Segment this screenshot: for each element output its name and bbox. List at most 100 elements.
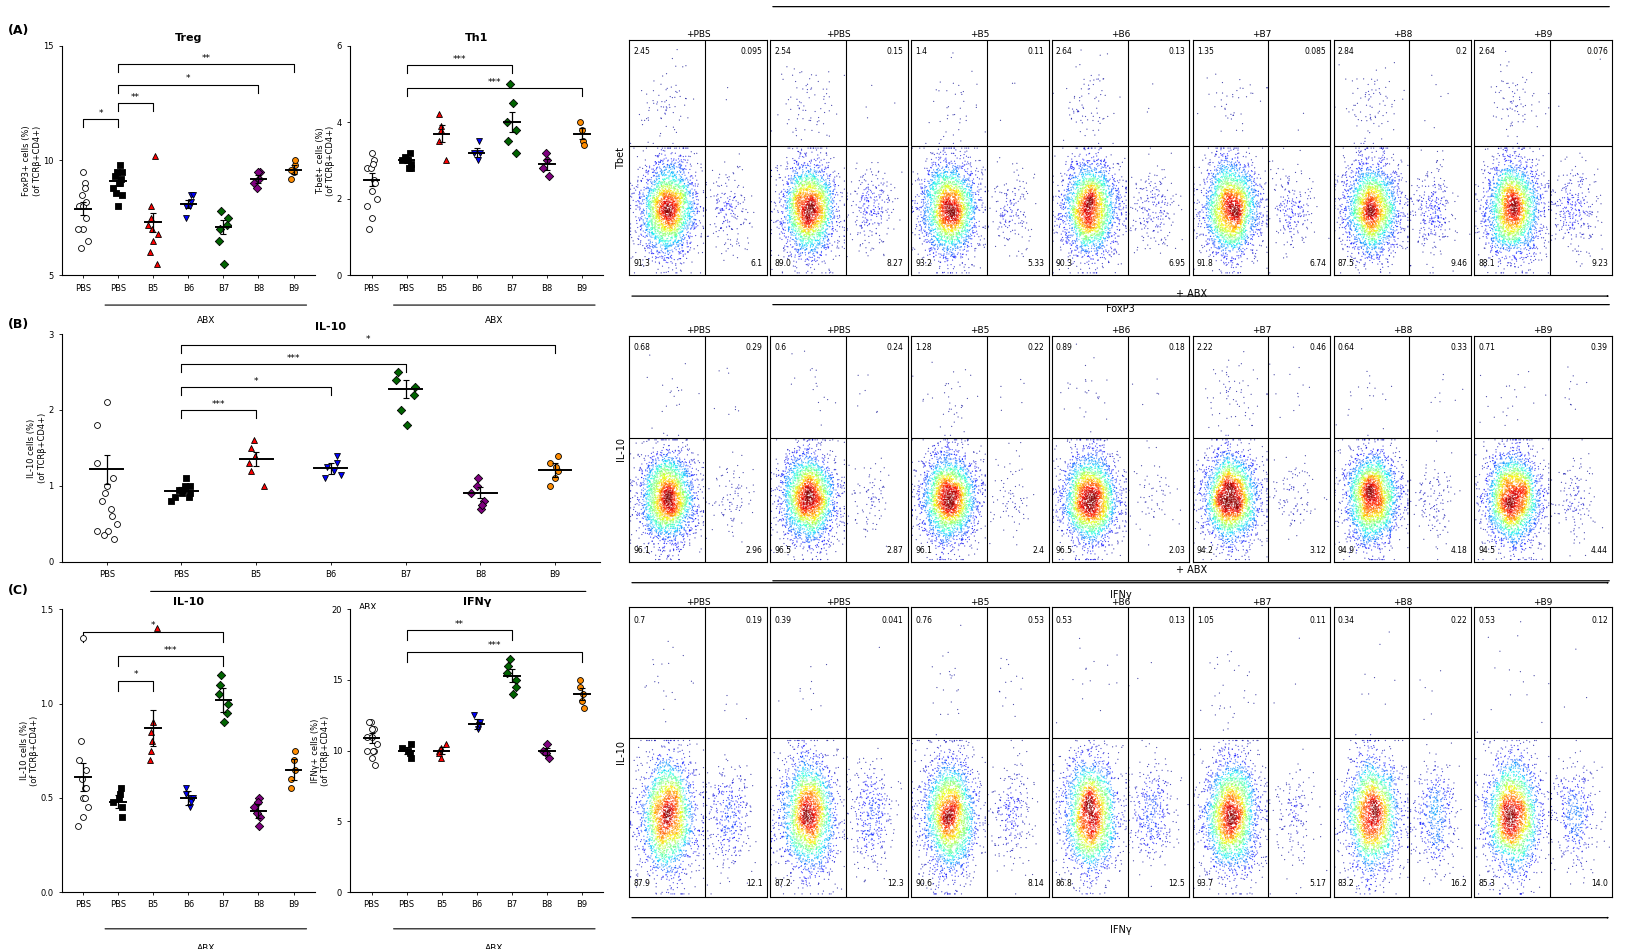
Point <box>887 213 913 228</box>
Point <box>1094 828 1120 843</box>
Point <box>931 487 957 502</box>
Point <box>1055 193 1081 208</box>
Point <box>789 446 815 461</box>
Point <box>794 809 820 825</box>
Point <box>704 195 730 210</box>
Point <box>1470 461 1496 476</box>
Point <box>676 478 703 493</box>
Point <box>1371 503 1397 518</box>
Point <box>642 810 668 826</box>
Point <box>1007 372 1033 387</box>
Point <box>1359 232 1385 247</box>
Point <box>1213 821 1239 836</box>
Point <box>1193 498 1219 513</box>
Point <box>1227 805 1253 820</box>
Point <box>1368 245 1394 260</box>
Point <box>971 483 998 498</box>
Point <box>1483 198 1509 214</box>
Point <box>968 193 994 208</box>
Point <box>1358 787 1384 802</box>
Point <box>1522 182 1548 197</box>
Point <box>1485 779 1511 794</box>
Point <box>944 488 970 503</box>
Point <box>637 523 663 538</box>
Point <box>680 493 706 509</box>
Point <box>1482 200 1508 215</box>
Point <box>1363 466 1389 481</box>
Point <box>1364 813 1390 828</box>
Point <box>1234 228 1260 243</box>
Point <box>1055 860 1081 875</box>
Point <box>781 487 807 502</box>
Point <box>942 214 968 230</box>
Point <box>1196 833 1222 848</box>
Point <box>1480 828 1506 844</box>
Point <box>1214 494 1240 510</box>
Point <box>1483 788 1509 803</box>
Point <box>1086 484 1112 499</box>
Point <box>1084 176 1110 191</box>
Point <box>1239 204 1265 219</box>
Point <box>941 481 967 496</box>
Point <box>927 532 954 548</box>
Point <box>1563 244 1589 259</box>
Point <box>738 219 764 234</box>
Point <box>797 518 823 533</box>
Point <box>1221 163 1247 178</box>
Point <box>1503 168 1529 183</box>
Point <box>1089 229 1115 244</box>
Point <box>1071 199 1097 214</box>
Point <box>789 790 815 805</box>
Point <box>1366 485 1392 500</box>
Point <box>657 859 683 874</box>
Point <box>1348 809 1374 824</box>
Point <box>647 213 673 228</box>
Point <box>1222 472 1249 487</box>
Point <box>1379 854 1405 869</box>
Point <box>1076 815 1102 830</box>
Point <box>1524 784 1550 799</box>
Point <box>1368 637 1394 652</box>
Point <box>668 776 694 791</box>
Point <box>1516 485 1542 500</box>
Point <box>794 783 820 798</box>
Point <box>1211 485 1237 500</box>
Point <box>1226 820 1252 835</box>
Point <box>654 498 680 513</box>
Point <box>766 248 792 263</box>
Point <box>1368 477 1394 493</box>
Point <box>1506 232 1532 247</box>
Point <box>1097 524 1123 539</box>
Point <box>662 803 688 818</box>
Point <box>1508 199 1534 214</box>
Point <box>939 829 965 845</box>
Point <box>639 517 665 532</box>
Point <box>971 489 998 504</box>
Point <box>660 196 686 212</box>
Point <box>1374 229 1400 244</box>
Point <box>931 219 957 234</box>
Point <box>1350 516 1376 531</box>
Point <box>1563 828 1589 844</box>
Point <box>1509 212 1535 227</box>
Point <box>1216 505 1242 520</box>
Point <box>655 510 681 525</box>
Point <box>1550 204 1576 219</box>
Point <box>1077 494 1104 510</box>
Point <box>1477 499 1503 514</box>
Point <box>1219 809 1245 825</box>
Point <box>1521 825 1547 840</box>
Point <box>652 191 678 206</box>
Point <box>799 199 825 214</box>
Point <box>945 503 971 518</box>
Point <box>1193 498 1219 513</box>
Point <box>944 484 970 499</box>
Point <box>1222 485 1249 500</box>
Point <box>1361 226 1387 241</box>
Point <box>1495 814 1521 829</box>
Point <box>1077 181 1104 196</box>
Point <box>1366 459 1392 474</box>
Point <box>815 507 841 522</box>
Point <box>779 193 805 208</box>
Point <box>932 200 958 215</box>
